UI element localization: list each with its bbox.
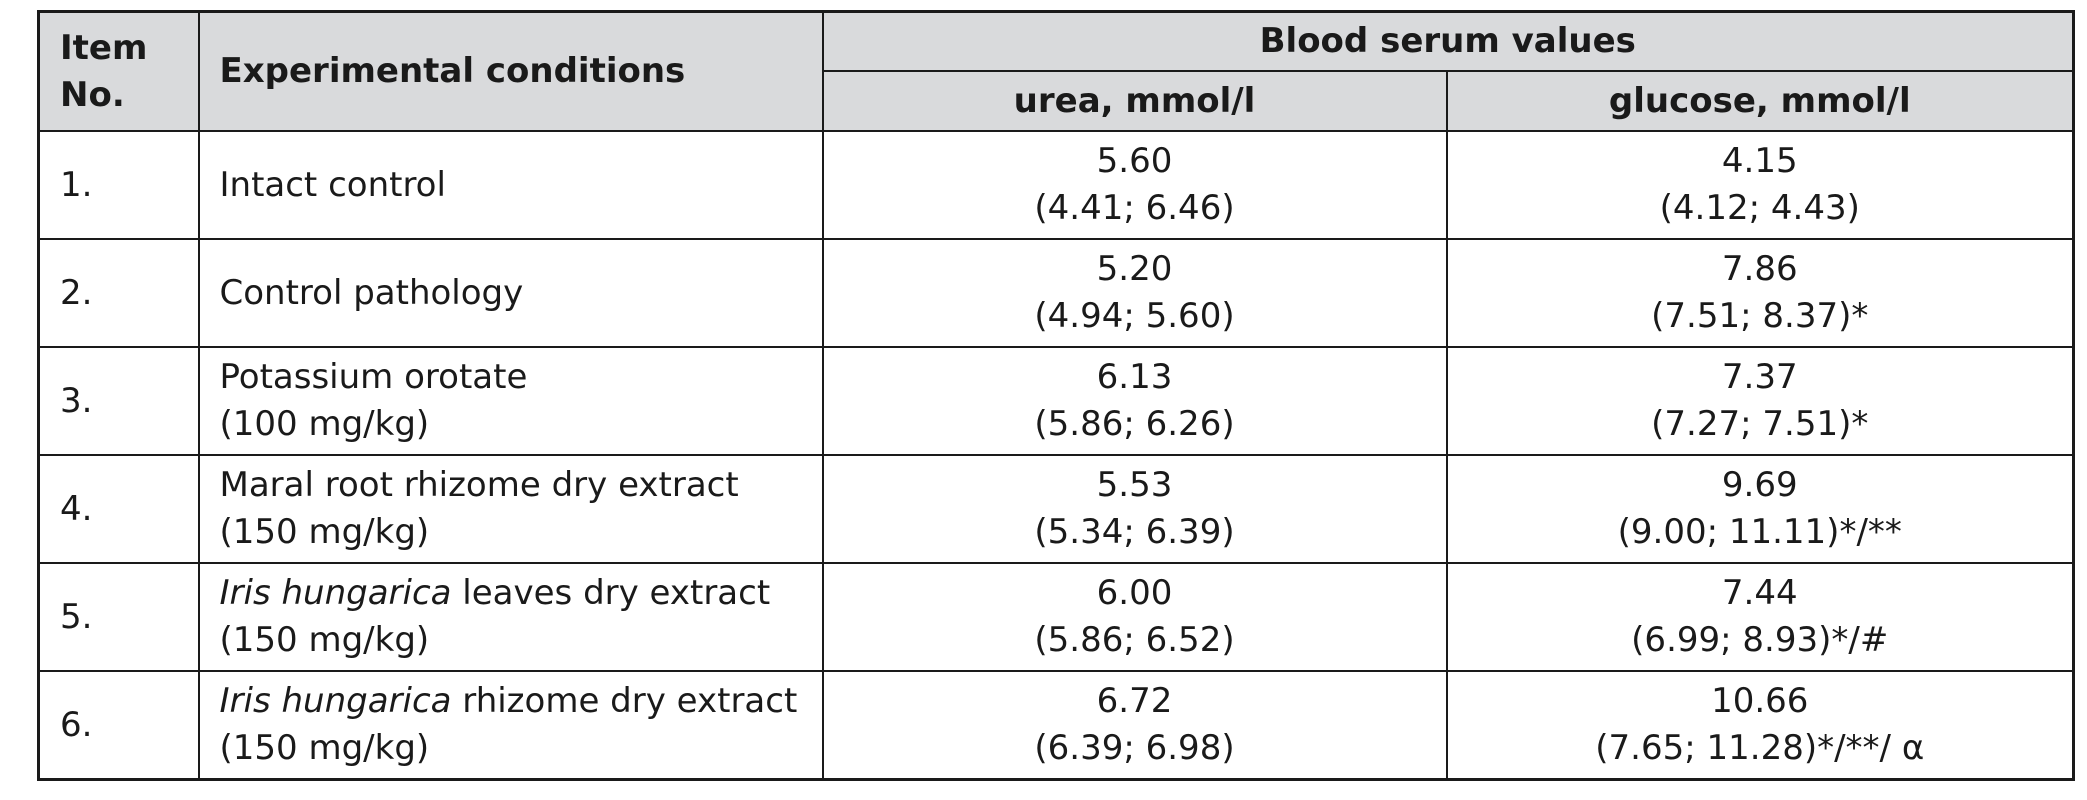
header-blood-serum-values: Blood serum values [821, 10, 2075, 72]
item-number: 4. [37, 454, 200, 564]
glucose-value: 7.86 (7.51; 8.37)* [1445, 238, 2075, 348]
urea-median: 6.00 [1096, 573, 1173, 613]
glucose-median: 10.66 [1711, 681, 1809, 721]
urea-median: 5.20 [1096, 249, 1173, 289]
glucose-range: (7.65; 11.28)*/**/ α [1595, 728, 1925, 768]
experimental-condition: Potassium orotate (100 mg/kg) [197, 346, 824, 456]
glucose-range: (7.27; 7.51)* [1651, 404, 1869, 444]
table-row: 2. Control pathology 5.20 (4.94; 5.60) 7… [37, 238, 2075, 348]
urea-range: (4.94; 5.60) [1034, 296, 1235, 336]
experimental-condition: Maral root rhizome dry extract (150 mg/k… [197, 454, 824, 564]
condition-name: Control pathology [219, 272, 524, 313]
table-row: 4. Maral root rhizome dry extract (150 m… [37, 454, 2075, 564]
urea-median: 5.60 [1096, 141, 1173, 181]
glucose-range: (9.00; 11.11)*/** [1617, 512, 1902, 552]
urea-range: (5.86; 6.26) [1034, 404, 1235, 444]
urea-value: 6.72 (6.39; 6.98) [821, 670, 1448, 781]
item-number: 6. [37, 670, 200, 781]
condition-dose: (150 mg/kg) [219, 728, 430, 768]
glucose-range: (4.12; 4.43) [1659, 188, 1860, 228]
item-number: 1. [37, 130, 200, 240]
condition-name: leaves dry extract [451, 573, 771, 613]
glucose-median: 4.15 [1721, 141, 1798, 181]
experimental-condition: Intact control [197, 130, 824, 240]
urea-median: 6.13 [1096, 357, 1173, 397]
urea-value: 5.20 (4.94; 5.60) [821, 238, 1448, 348]
condition-dose: (100 mg/kg) [219, 404, 430, 444]
urea-value: 5.53 (5.34; 6.39) [821, 454, 1448, 564]
urea-range: (6.39; 6.98) [1034, 728, 1235, 768]
experimental-condition: Iris hungarica rhizome dry extract (150 … [197, 670, 824, 781]
blood-serum-table: Item No. Experimental conditions Blood s… [37, 10, 2076, 781]
glucose-value: 9.69 (9.00; 11.11)*/** [1445, 454, 2075, 564]
urea-range: (5.86; 6.52) [1034, 620, 1235, 660]
item-number: 5. [37, 562, 200, 672]
table-row: 3. Potassium orotate (100 mg/kg) 6.13 (5… [37, 346, 2075, 456]
item-number: 2. [37, 238, 200, 348]
urea-value: 6.13 (5.86; 6.26) [821, 346, 1448, 456]
glucose-median: 9.69 [1721, 465, 1798, 505]
condition-name: Potassium orotate [219, 357, 528, 397]
table-header: Item No. Experimental conditions Blood s… [37, 10, 2075, 132]
urea-range: (5.34; 6.39) [1034, 512, 1235, 552]
glucose-value: 7.37 (7.27; 7.51)* [1445, 346, 2075, 456]
experimental-condition: Control pathology [197, 238, 824, 348]
urea-value: 6.00 (5.86; 6.52) [821, 562, 1448, 672]
urea-median: 6.72 [1096, 681, 1173, 721]
table-body: 1. Intact control 5.60 (4.41; 6.46) 4.15… [37, 130, 2075, 781]
urea-median: 5.53 [1096, 465, 1173, 505]
table-row: 6. Iris hungarica rhizome dry extract (1… [37, 670, 2075, 781]
experimental-condition: Iris hungarica leaves dry extract (150 m… [197, 562, 824, 672]
condition-name: rhizome dry extract [451, 681, 798, 721]
glucose-value: 7.44 (6.99; 8.93)*/# [1445, 562, 2075, 672]
item-number: 3. [37, 346, 200, 456]
table-row: 1. Intact control 5.60 (4.41; 6.46) 4.15… [37, 130, 2075, 240]
condition-dose: (150 mg/kg) [219, 620, 430, 660]
table-row: 5. Iris hungarica leaves dry extract (15… [37, 562, 2075, 672]
glucose-range: (7.51; 8.37)* [1651, 296, 1869, 336]
glucose-value: 4.15 (4.12; 4.43) [1445, 130, 2075, 240]
glucose-range: (6.99; 8.93)*/# [1631, 620, 1889, 660]
header-urea: urea, mmol/l [821, 70, 1448, 132]
glucose-median: 7.37 [1721, 357, 1798, 397]
condition-name: Intact control [219, 164, 446, 205]
glucose-median: 7.86 [1721, 249, 1798, 289]
urea-range: (4.41; 6.46) [1034, 188, 1235, 228]
urea-value: 5.60 (4.41; 6.46) [821, 130, 1448, 240]
condition-species: Iris hungarica [219, 573, 452, 613]
glucose-median: 7.44 [1721, 573, 1798, 613]
header-glucose: glucose, mmol/l [1445, 70, 2075, 132]
glucose-value: 10.66 (7.65; 11.28)*/**/ α [1445, 670, 2075, 781]
condition-name: Maral root rhizome dry extract [219, 465, 739, 505]
condition-species: Iris hungarica [219, 681, 452, 721]
header-item-no: Item No. [37, 10, 200, 132]
condition-dose: (150 mg/kg) [219, 512, 430, 552]
header-experimental-conditions: Experimental conditions [197, 10, 824, 132]
